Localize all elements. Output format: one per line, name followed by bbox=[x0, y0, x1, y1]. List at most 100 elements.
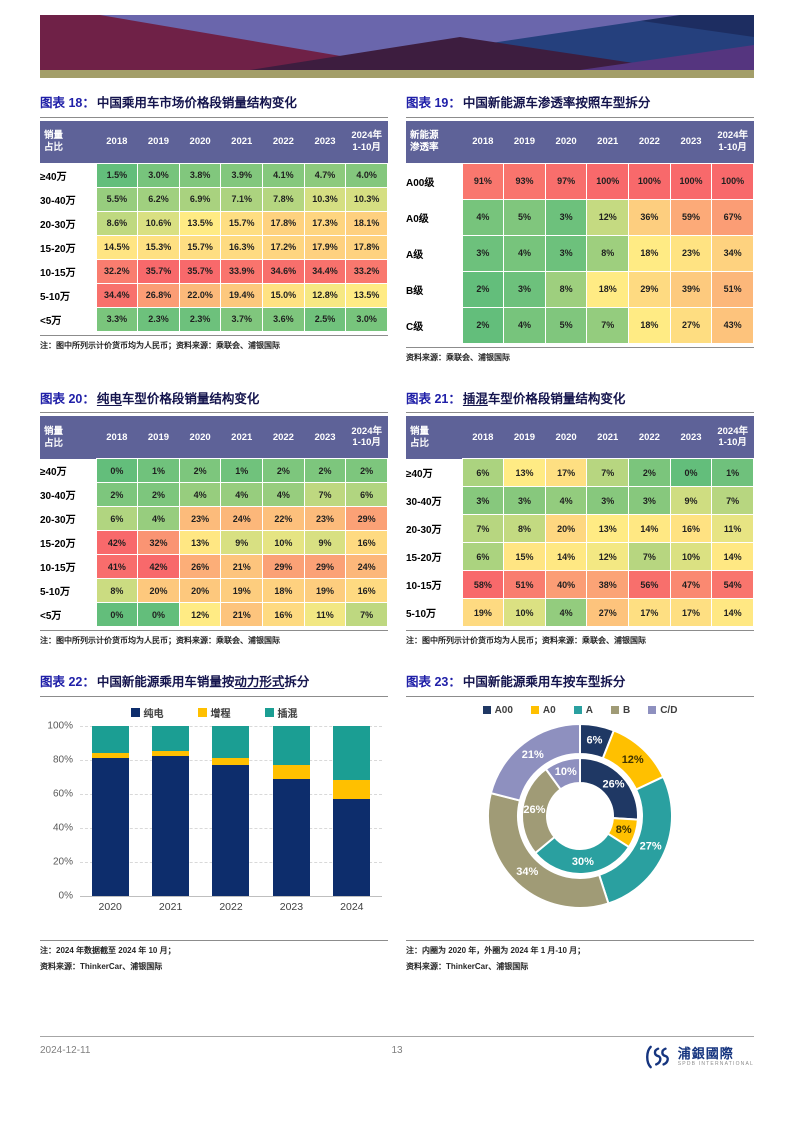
column-header: 2021 bbox=[220, 120, 263, 164]
row-label: 10-15万 bbox=[40, 259, 96, 284]
column-header: 2023 bbox=[670, 120, 712, 164]
stacked-bar-chart: 纯电 增程 插混 0% 20% 40% 60% 80% 100% 2020 2021 2022 2023… bbox=[40, 705, 388, 937]
heat-cell: 29% bbox=[345, 506, 388, 532]
heat-cell: 14% bbox=[628, 514, 671, 544]
figure-22-note-1: 注：2024 年数据截至 2024 年 10 月； bbox=[40, 945, 176, 955]
heat-cell: 10% bbox=[262, 530, 305, 556]
donut-label: 12% bbox=[622, 754, 644, 766]
heat-cell: 40% bbox=[544, 570, 588, 600]
row-label: 15-20万 bbox=[406, 542, 462, 571]
donut-slice bbox=[533, 832, 631, 875]
donut-label: 10% bbox=[555, 766, 577, 778]
table-row: 15-20万 42% 32% 13% 9% 10% 9% 16% bbox=[40, 530, 388, 556]
heat-cell: 51% bbox=[711, 270, 754, 308]
heat-cell: 42% bbox=[95, 530, 139, 556]
bar-segment bbox=[91, 725, 129, 754]
heat-cell: 3.0% bbox=[345, 306, 388, 332]
y-tick-label: 80% bbox=[52, 754, 73, 766]
figure-20-title-underlined: 纯电 bbox=[96, 391, 122, 406]
column-header: 2020 bbox=[179, 416, 221, 459]
heat-cell: 33.9% bbox=[220, 258, 264, 284]
legend-item: 纯电 bbox=[130, 705, 164, 720]
table-row: <5万 0% 0% 12% 21% 16% 11% 7% bbox=[40, 602, 388, 628]
divider bbox=[406, 939, 754, 941]
donut-label: 8% bbox=[616, 824, 632, 836]
heat-cell: 22.0% bbox=[178, 282, 222, 308]
heat-cell: 59% bbox=[669, 198, 713, 236]
heat-cell: 2% bbox=[137, 482, 180, 508]
table-corner-label: 销量 占比 bbox=[406, 416, 462, 459]
x-tick-label: 2023 bbox=[279, 900, 304, 913]
table-row: <5万 3.3% 2.3% 2.3% 3.7% 3.6% 2.5% 3.0% bbox=[40, 306, 388, 332]
stacked-bar bbox=[212, 725, 250, 896]
row-label: 30-40万 bbox=[40, 482, 96, 507]
heat-cell: 3.7% bbox=[220, 306, 264, 332]
column-header: 2018 bbox=[462, 120, 504, 164]
heat-cell: 24% bbox=[345, 554, 388, 580]
row-label: <5万 bbox=[40, 602, 96, 627]
banner-graphic bbox=[40, 15, 754, 78]
legend-label: A00 bbox=[494, 704, 513, 716]
heat-cell: 20% bbox=[137, 578, 180, 604]
x-tick-label: 2020 bbox=[98, 900, 122, 913]
heat-cell: 33.2% bbox=[345, 258, 388, 284]
table-row: A0级 4% 5% 3% 12% 36% 59% 67% bbox=[406, 198, 754, 236]
row-label: ≥40万 bbox=[40, 458, 96, 483]
heat-cell: 13.5% bbox=[178, 210, 222, 236]
legend-item: 插混 bbox=[264, 705, 298, 720]
figure-19-title-pre: 中国新能源车渗透率按照车型拆分 bbox=[462, 96, 651, 110]
x-tick-label: 2024 bbox=[340, 900, 364, 913]
heat-cell: 4% bbox=[544, 598, 588, 628]
table-row: B级 2% 3% 8% 18% 29% 39% 51% bbox=[406, 270, 754, 308]
heat-cell: 2% bbox=[461, 270, 505, 308]
divider bbox=[406, 412, 754, 414]
heat-cell: 21% bbox=[220, 602, 264, 628]
row-label: 30-40万 bbox=[40, 187, 96, 212]
figure-21-note: 注：图中所列示计价货币均为人民币；资料来源：乘联会、浦银国际 bbox=[406, 636, 646, 646]
column-header: 2021 bbox=[586, 120, 629, 164]
donut-svg: 6% 12% 27% 34% 21% 26% 8% 30% 26% 10% bbox=[487, 722, 673, 909]
heat-cell: 10% bbox=[669, 542, 713, 572]
heat-cell: 10.3% bbox=[303, 186, 347, 212]
legend-label: 增程 bbox=[210, 708, 231, 720]
heat-cell: 18.1% bbox=[345, 210, 388, 236]
heat-cell: 4.7% bbox=[303, 162, 347, 188]
heat-cell: 34.4% bbox=[95, 282, 139, 308]
heat-cell: 9% bbox=[669, 486, 713, 516]
row-label: 15-20万 bbox=[40, 235, 96, 260]
heat-cell: 12.8% bbox=[303, 282, 347, 308]
bar-segment bbox=[152, 751, 190, 757]
column-header: 2021 bbox=[220, 416, 263, 459]
figure-row-2: 图表 20： 纯电车型价格段销量结构变化 销量 占比 2018 2019 2020 202… bbox=[40, 392, 754, 648]
heat-cell: 43% bbox=[711, 306, 754, 344]
heat-cell: 34.6% bbox=[262, 258, 305, 284]
row-label: 30-40万 bbox=[406, 486, 462, 515]
legend-label: A bbox=[585, 704, 593, 716]
report-date: 2024-12-11 bbox=[40, 1045, 91, 1056]
heat-cell: 100% bbox=[586, 162, 630, 200]
heat-cell: 2.3% bbox=[137, 306, 180, 332]
figure-20-title: 图表 20： 纯电车型价格段销量结构变化 bbox=[40, 392, 388, 408]
spdb-logo: 浦銀國際 SPDB INTERNATIONAL bbox=[554, 1045, 754, 1069]
column-header: 2022 bbox=[628, 120, 671, 164]
heat-cell: 12% bbox=[586, 542, 630, 572]
donut-label: 21% bbox=[522, 749, 544, 761]
figure-23-panel: 图表 23： 中国新能源乘用车按车型拆分 A00 A0 A B C/D 6% 12% 27% 34… bbox=[406, 675, 754, 973]
heat-cell: 19% bbox=[461, 598, 505, 628]
heat-cell: 4.0% bbox=[345, 162, 388, 188]
bar-segment bbox=[272, 778, 310, 896]
heat-table-18: 销量 占比 2018 2019 2020 2021 2022 2023 2024年 1-10月… bbox=[40, 120, 388, 332]
legend-swatch bbox=[197, 707, 207, 717]
heat-cell: 7% bbox=[586, 458, 630, 488]
figure-20-title-post: 车型价格段销量结构变化 bbox=[121, 391, 260, 406]
heat-cell: 17% bbox=[669, 598, 713, 628]
heat-table: 销量 占比 2018 2019 2020 2021 2022 2023 2024年 1-10月… bbox=[406, 416, 754, 628]
figure-21-title-post: 车型价格段销量结构变化 bbox=[487, 391, 626, 406]
heat-cell: 3.8% bbox=[178, 162, 222, 188]
heat-cell: 12% bbox=[178, 602, 222, 628]
heat-cell: 15% bbox=[503, 542, 546, 572]
heat-cell: 47% bbox=[669, 570, 713, 600]
heat-cell: 56% bbox=[628, 570, 671, 600]
heat-cell: 15.7% bbox=[178, 234, 222, 260]
heat-cell: 16% bbox=[345, 530, 388, 556]
